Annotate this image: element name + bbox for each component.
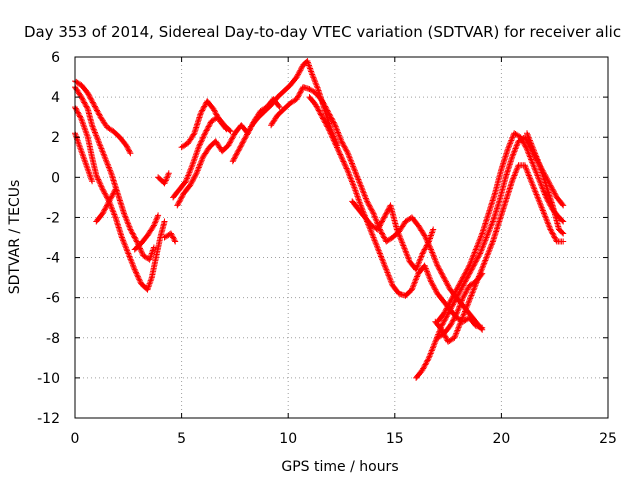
y-tick-label: -2	[46, 210, 60, 226]
series-markers	[349, 198, 437, 273]
y-tick-label: 2	[51, 130, 60, 146]
x-tick-label: 15	[386, 431, 404, 447]
series-markers	[72, 84, 157, 263]
series-markers	[161, 230, 179, 245]
series-track-13	[268, 84, 486, 333]
series-markers	[174, 96, 283, 209]
x-tick-label: 10	[279, 431, 297, 447]
series-markers	[155, 170, 172, 187]
series-markers	[413, 134, 567, 381]
plot-frame	[74, 56, 609, 419]
series-line	[176, 98, 281, 206]
series-track-7	[161, 230, 179, 245]
series-track-20	[524, 130, 567, 237]
series-track-11	[174, 96, 283, 209]
series-track-10	[178, 98, 230, 151]
series-track-8	[155, 170, 172, 187]
x-tick-label: 25	[599, 431, 617, 447]
y-tick-label: -10	[37, 371, 60, 387]
x-tick-label: 0	[71, 431, 80, 447]
series-track-14	[306, 94, 486, 331]
series-markers	[229, 58, 341, 165]
series-line	[232, 60, 338, 162]
y-tick-label: 0	[51, 170, 60, 186]
series-track-19	[434, 270, 486, 341]
y-tick-label: -8	[46, 331, 60, 347]
series-markers	[434, 270, 486, 341]
x-tick-label: 20	[492, 431, 510, 447]
y-tick-label: 6	[51, 50, 60, 66]
series-layer	[72, 58, 567, 381]
series-markers	[178, 98, 230, 151]
series-track-6	[131, 212, 162, 253]
y-tick-label: -6	[46, 291, 60, 307]
series-track-18	[432, 162, 567, 345]
series-track-2	[72, 84, 157, 263]
y-tick-label: 4	[51, 90, 60, 106]
x-axis-label: GPS time / hours	[281, 459, 398, 475]
series-markers	[306, 94, 486, 331]
series-track-1	[72, 78, 134, 157]
series-track-5	[93, 186, 119, 225]
series-markers	[93, 186, 119, 225]
chart-title: Day 353 of 2014, Sidereal Day-to-day VTE…	[24, 23, 621, 41]
x-tick-label: 5	[177, 431, 186, 447]
grid	[75, 57, 608, 418]
y-tick-label: -4	[46, 251, 60, 267]
y-axis-label: SDTVAR / TECUs	[7, 180, 23, 295]
series-markers	[131, 212, 162, 253]
series-markers	[524, 130, 567, 237]
series-track-12	[229, 58, 341, 165]
y-tick-label: -12	[37, 411, 60, 427]
series-track-15	[349, 198, 437, 273]
series-markers	[432, 162, 567, 345]
